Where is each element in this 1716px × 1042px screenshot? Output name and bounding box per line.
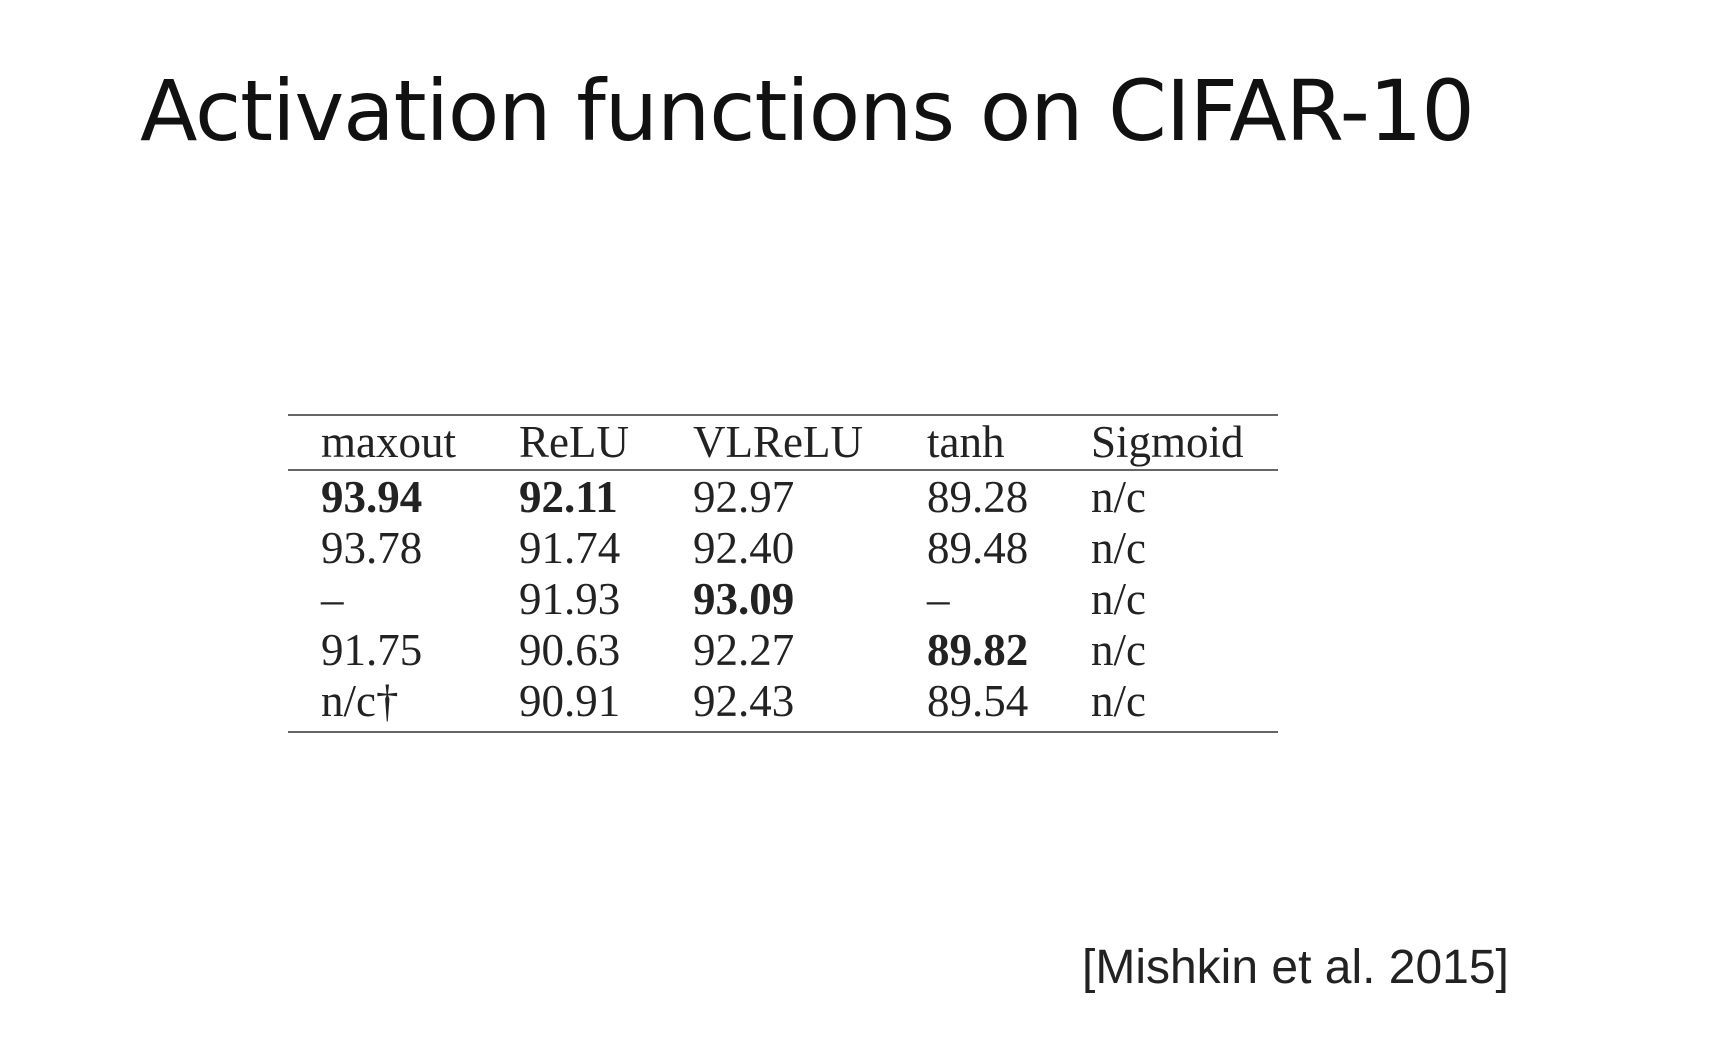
table-cell: 89.82 [927, 625, 1029, 675]
table-cell: n/c† [321, 676, 399, 726]
table-cell: – [321, 574, 344, 624]
slide-title: Activation functions on CIFAR-10 [140, 62, 1475, 160]
table-cell: n/c [1091, 574, 1146, 624]
table-cell: 92.43 [693, 676, 795, 726]
column-header: ReLU [519, 417, 629, 467]
table-cell: 89.54 [927, 676, 1029, 726]
table-cell: 90.91 [519, 676, 621, 726]
top-rule [288, 414, 1278, 416]
column-header: VLReLU [693, 417, 863, 467]
table-cell: n/c [1091, 676, 1146, 726]
table-cell: n/c [1091, 625, 1146, 675]
bottom-rule [288, 731, 1278, 733]
table-cell: 91.74 [519, 523, 621, 573]
column-header: tanh [927, 417, 1005, 467]
table-cell: 93.94 [321, 472, 423, 522]
table-cell: 90.63 [519, 625, 621, 675]
table-cell: 91.75 [321, 625, 423, 675]
table-cell: 92.27 [693, 625, 795, 675]
mid-rule [288, 469, 1278, 471]
results-table: maxout ReLU VLReLU tanh Sigmoid 93.94 92.11 92.… [288, 414, 1278, 734]
table-cell: – [927, 574, 950, 624]
table-cell: 92.40 [693, 523, 795, 573]
table-cell: 93.78 [321, 523, 423, 573]
table-cell: 89.48 [927, 523, 1029, 573]
table-cell: 91.93 [519, 574, 621, 624]
column-header: Sigmoid [1091, 417, 1244, 467]
table-cell: n/c [1091, 523, 1146, 573]
table-cell: 92.97 [693, 472, 795, 522]
table-cell: 93.09 [693, 574, 795, 624]
citation: [Mishkin et al. 2015] [1082, 941, 1509, 994]
column-header: maxout [321, 417, 456, 467]
table-cell: 89.28 [927, 472, 1029, 522]
table-cell: 92.11 [519, 472, 618, 522]
table-cell: n/c [1091, 472, 1146, 522]
